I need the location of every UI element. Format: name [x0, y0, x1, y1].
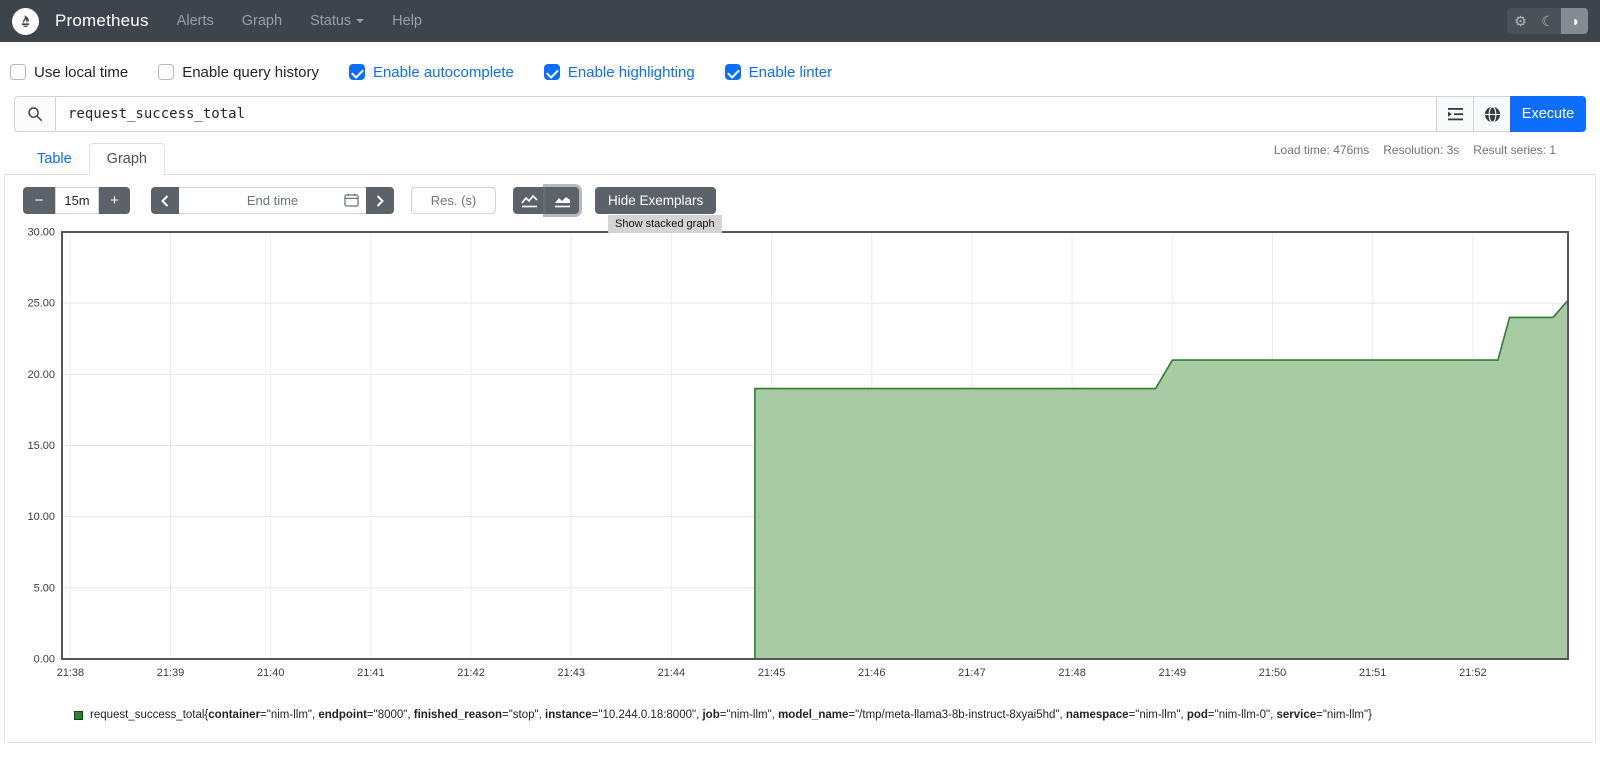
- series-swatch-icon: [74, 710, 83, 720]
- graph-type-group: [513, 187, 579, 214]
- tabzone: Load time: 476ms Resolution: 3s Result s…: [0, 141, 1600, 743]
- enable-linter-checkbox[interactable]: Enable linter: [724, 64, 832, 81]
- svg-text:21:46: 21:46: [858, 667, 886, 679]
- svg-text:21:52: 21:52: [1459, 667, 1487, 679]
- tab-table[interactable]: Table: [37, 151, 72, 167]
- shift-back-button[interactable]: [151, 187, 179, 214]
- nav-help[interactable]: Help: [392, 13, 422, 29]
- gear-icon: ⚙: [1514, 12, 1527, 29]
- tab-bar: Table Graph: [4, 141, 1596, 175]
- enable-highlighting-checkbox[interactable]: Enable highlighting: [543, 64, 695, 81]
- svg-text:21:50: 21:50: [1259, 667, 1287, 679]
- enable-query-history-checkbox[interactable]: Enable query history: [158, 64, 319, 81]
- end-time-input[interactable]: [179, 187, 366, 214]
- auto-theme-button[interactable]: ◑: [1561, 8, 1588, 34]
- svg-text:20.00: 20.00: [27, 369, 55, 381]
- hide-exemplars-button[interactable]: Hide Exemplars: [595, 187, 717, 214]
- settings-button[interactable]: ⚙: [1507, 8, 1534, 34]
- navbar: Prometheus Alerts Graph Status Help ⚙ ☾ …: [0, 0, 1600, 42]
- svg-text:21:51: 21:51: [1359, 667, 1387, 679]
- format-query-button[interactable]: [1436, 96, 1473, 132]
- checkbox-icon: [724, 64, 741, 80]
- dark-theme-button[interactable]: ☾: [1534, 8, 1561, 34]
- resolution: Resolution: 3s: [1383, 143, 1460, 157]
- chart-area[interactable]: 0.00 5.00 10.00 15.00 20.00 25.00 30.00 21:38 21…: [10, 227, 1590, 685]
- moon-icon: ☾: [1541, 12, 1554, 29]
- nav-alerts[interactable]: Alerts: [176, 13, 214, 29]
- stacked-chart-icon: [555, 196, 570, 207]
- tab-graph[interactable]: Graph: [88, 143, 165, 175]
- indent-icon: [1447, 107, 1463, 120]
- contrast-icon: ◑: [1570, 13, 1579, 29]
- result-series: Result series: 1: [1473, 143, 1556, 157]
- series-legend[interactable]: request_success_total{container="nim-llm…: [74, 709, 1590, 721]
- time-series-chart[interactable]: 0.00 5.00 10.00 15.00 20.00 25.00 30.00 21:38 21…: [10, 227, 1598, 680]
- svg-text:21:38: 21:38: [57, 667, 85, 679]
- svg-text:25.00: 25.00: [27, 298, 55, 310]
- globe-icon: [1484, 105, 1500, 123]
- svg-text:21:49: 21:49: [1159, 667, 1187, 679]
- range-input[interactable]: [55, 187, 99, 214]
- chevron-down-icon: [356, 19, 365, 23]
- stacked-graph-tooltip: Show stacked graph: [608, 215, 722, 233]
- range-group: − +: [23, 187, 130, 214]
- svg-text:21:42: 21:42: [457, 667, 485, 679]
- options-row: Use local time Enable query history Enab…: [0, 42, 1600, 85]
- execute-button[interactable]: Execute: [1510, 96, 1586, 132]
- svg-text:10.00: 10.00: [27, 511, 55, 523]
- svg-text:21:44: 21:44: [658, 667, 686, 679]
- svg-text:21:47: 21:47: [958, 667, 986, 679]
- svg-text:30.00: 30.00: [27, 228, 55, 239]
- increase-range-button[interactable]: +: [99, 187, 130, 214]
- endtime-group: [151, 187, 394, 214]
- nav-graph[interactable]: Graph: [241, 13, 283, 29]
- nav-links: Alerts Graph Status Help: [177, 13, 1507, 29]
- query-bar: Execute: [0, 85, 1600, 132]
- search-icon: [14, 96, 55, 132]
- enable-autocomplete-checkbox[interactable]: Enable autocomplete: [348, 64, 514, 81]
- chevron-left-icon: [161, 194, 169, 207]
- nav-status[interactable]: Status: [310, 13, 365, 29]
- line-graph-button[interactable]: [513, 187, 546, 214]
- checkbox-icon: [10, 64, 26, 80]
- shift-forward-button[interactable]: [366, 187, 394, 214]
- svg-text:0.00: 0.00: [34, 654, 55, 666]
- checkbox-icon: [158, 64, 175, 80]
- checkbox-icon: [543, 64, 560, 80]
- theme-toggle-group: ⚙ ☾ ◑: [1507, 8, 1588, 34]
- line-chart-icon: [521, 194, 538, 207]
- svg-text:21:41: 21:41: [357, 667, 385, 679]
- metrics-explorer-button[interactable]: [1473, 96, 1510, 132]
- resolution-input[interactable]: [411, 187, 496, 214]
- graph-controls: − +: [10, 187, 1590, 214]
- svg-text:21:43: 21:43: [557, 667, 585, 679]
- svg-text:15.00: 15.00: [27, 440, 55, 452]
- svg-text:21:39: 21:39: [157, 667, 185, 679]
- query-input[interactable]: [55, 96, 1436, 132]
- svg-text:5.00: 5.00: [34, 582, 55, 594]
- svg-text:21:48: 21:48: [1058, 667, 1086, 679]
- checkbox-icon: [348, 64, 365, 80]
- use-local-time-checkbox[interactable]: Use local time: [10, 64, 128, 81]
- decrease-range-button[interactable]: −: [23, 187, 55, 214]
- load-time: Load time: 476ms: [1273, 143, 1370, 157]
- graph-panel: − +: [4, 175, 1596, 743]
- series-label: request_success_total{container="nim-llm…: [90, 709, 1372, 721]
- calendar-icon[interactable]: [344, 193, 359, 212]
- svg-text:21:40: 21:40: [257, 667, 285, 679]
- stacked-graph-button[interactable]: [546, 187, 579, 214]
- prometheus-logo-icon[interactable]: [12, 7, 39, 35]
- query-stats: Load time: 476ms Resolution: 3s Result s…: [1274, 143, 1556, 157]
- chevron-right-icon: [376, 194, 384, 207]
- svg-text:21:45: 21:45: [758, 667, 786, 679]
- brand-title[interactable]: Prometheus: [55, 11, 149, 30]
